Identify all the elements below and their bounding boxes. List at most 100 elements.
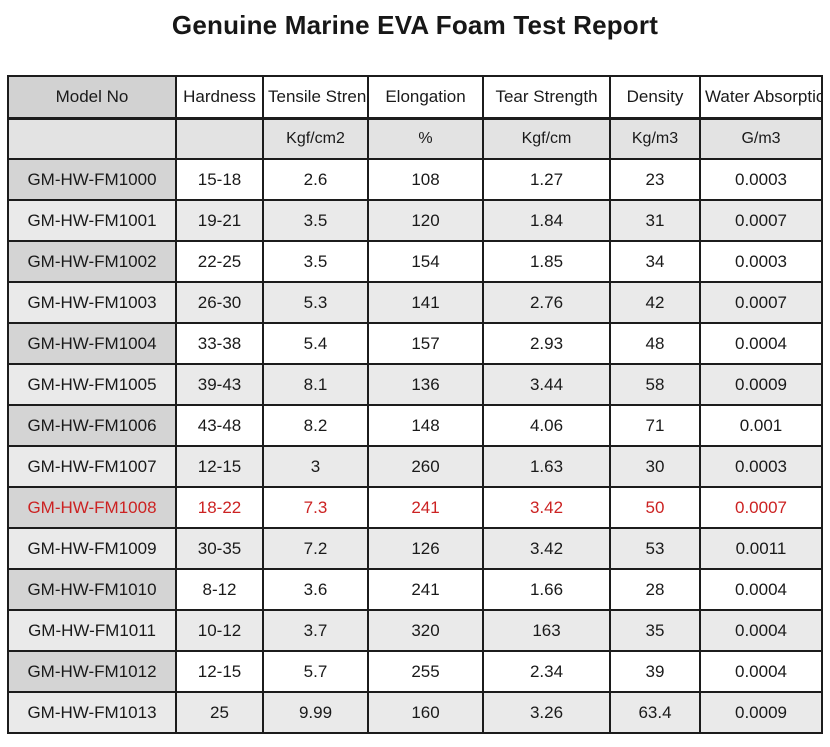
- units-row: Kgf/cm2 % Kgf/cm Kg/m3 G/m3: [7, 117, 823, 160]
- value-cell: 0.0009: [699, 363, 823, 406]
- table-body: GM-HW-FM1000 15-18 2.6 108 1.27 23 0.0003 GM-HW…: [7, 158, 823, 734]
- value-cell: 2.6: [262, 158, 369, 201]
- value-cell: 18-22: [175, 486, 264, 529]
- table-row: GM-HW-FM1008 18-22 7.3 241 3.42 50 0.0007: [7, 486, 823, 529]
- column-header-density: Density: [609, 75, 701, 120]
- column-header-model-no: Model No: [7, 75, 177, 120]
- value-cell: 2.34: [482, 650, 611, 693]
- value-cell: 28: [609, 568, 701, 611]
- value-cell: 1.85: [482, 240, 611, 283]
- unit-cell-tensile-strength: Kgf/cm2: [262, 117, 369, 160]
- model-no-cell: GM-HW-FM1013: [7, 691, 177, 734]
- table-row: GM-HW-FM1010 8-12 3.6 241 1.66 28 0.0004: [7, 568, 823, 611]
- value-cell: 10-12: [175, 609, 264, 652]
- column-header-water-absorption: Water Absorption: [699, 75, 823, 120]
- value-cell: 0.0007: [699, 281, 823, 324]
- value-cell: 71: [609, 404, 701, 447]
- value-cell: 2.76: [482, 281, 611, 324]
- value-cell: 9.99: [262, 691, 369, 734]
- value-cell: 8-12: [175, 568, 264, 611]
- value-cell: 0.0003: [699, 158, 823, 201]
- value-cell: 22-25: [175, 240, 264, 283]
- value-cell: 50: [609, 486, 701, 529]
- value-cell: 0.0004: [699, 322, 823, 365]
- value-cell: 63.4: [609, 691, 701, 734]
- column-header-hardness: Hardness: [175, 75, 264, 120]
- value-cell: 120: [367, 199, 484, 242]
- value-cell: 31: [609, 199, 701, 242]
- value-cell: 0.0004: [699, 568, 823, 611]
- value-cell: 3.42: [482, 486, 611, 529]
- column-header-tensile-strength: Tensile Strength: [262, 75, 369, 120]
- table-row: GM-HW-FM1006 43-48 8.2 148 4.06 71 0.001: [7, 404, 823, 447]
- table-row: GM-HW-FM1001 19-21 3.5 120 1.84 31 0.0007: [7, 199, 823, 242]
- unit-cell-water-absorption: G/m3: [699, 117, 823, 160]
- value-cell: 12-15: [175, 445, 264, 488]
- column-header-tear-strength: Tear Strength: [482, 75, 611, 120]
- value-cell: 34: [609, 240, 701, 283]
- table-row: GM-HW-FM1013 25 9.99 160 3.26 63.4 0.0009: [7, 691, 823, 734]
- model-no-cell: GM-HW-FM1007: [7, 445, 177, 488]
- table-row: GM-HW-FM1012 12-15 5.7 255 2.34 39 0.0004: [7, 650, 823, 693]
- value-cell: 255: [367, 650, 484, 693]
- table-row: GM-HW-FM1011 10-12 3.7 320 163 35 0.0004: [7, 609, 823, 652]
- value-cell: 163: [482, 609, 611, 652]
- model-no-cell: GM-HW-FM1006: [7, 404, 177, 447]
- value-cell: 126: [367, 527, 484, 570]
- value-cell: 0.0003: [699, 445, 823, 488]
- value-cell: 35: [609, 609, 701, 652]
- value-cell: 42: [609, 281, 701, 324]
- value-cell: 25: [175, 691, 264, 734]
- model-no-cell: GM-HW-FM1001: [7, 199, 177, 242]
- value-cell: 1.84: [482, 199, 611, 242]
- model-no-cell: GM-HW-FM1009: [7, 527, 177, 570]
- model-no-cell: GM-HW-FM1004: [7, 322, 177, 365]
- value-cell: 30: [609, 445, 701, 488]
- model-no-cell: GM-HW-FM1000: [7, 158, 177, 201]
- value-cell: 53: [609, 527, 701, 570]
- unit-cell-density: Kg/m3: [609, 117, 701, 160]
- value-cell: 19-21: [175, 199, 264, 242]
- column-header-label: Model No: [55, 87, 129, 107]
- table-row: GM-HW-FM1009 30-35 7.2 126 3.42 53 0.0011: [7, 527, 823, 570]
- value-cell: 0.0004: [699, 609, 823, 652]
- value-cell: 3.6: [262, 568, 369, 611]
- model-no-cell: GM-HW-FM1003: [7, 281, 177, 324]
- column-header-label: Elongation: [385, 87, 466, 107]
- value-cell: 30-35: [175, 527, 264, 570]
- model-no-cell: GM-HW-FM1008: [7, 486, 177, 529]
- value-cell: 0.001: [699, 404, 823, 447]
- value-cell: 3: [262, 445, 369, 488]
- unit-cell-model-no: [7, 117, 177, 160]
- value-cell: 160: [367, 691, 484, 734]
- value-cell: 3.5: [262, 240, 369, 283]
- value-cell: 141: [367, 281, 484, 324]
- value-cell: 26-30: [175, 281, 264, 324]
- model-no-cell: GM-HW-FM1010: [7, 568, 177, 611]
- value-cell: 1.27: [482, 158, 611, 201]
- unit-cell-hardness: [175, 117, 264, 160]
- column-header-label: Tear Strength: [495, 87, 598, 107]
- value-cell: 148: [367, 404, 484, 447]
- table-row: GM-HW-FM1004 33-38 5.4 157 2.93 48 0.0004: [7, 322, 823, 365]
- value-cell: 8.1: [262, 363, 369, 406]
- table-row: GM-HW-FM1002 22-25 3.5 154 1.85 34 0.0003: [7, 240, 823, 283]
- value-cell: 5.4: [262, 322, 369, 365]
- value-cell: 1.66: [482, 568, 611, 611]
- model-no-cell: GM-HW-FM1005: [7, 363, 177, 406]
- value-cell: 33-38: [175, 322, 264, 365]
- value-cell: 7.3: [262, 486, 369, 529]
- value-cell: 39: [609, 650, 701, 693]
- model-no-cell: GM-HW-FM1012: [7, 650, 177, 693]
- value-cell: 1.63: [482, 445, 611, 488]
- column-header-label: Hardness: [183, 87, 256, 107]
- test-report-table: Model No Hardness Tensile Strength Elong…: [7, 75, 823, 734]
- value-cell: 7.2: [262, 527, 369, 570]
- value-cell: 0.0009: [699, 691, 823, 734]
- model-no-cell: GM-HW-FM1011: [7, 609, 177, 652]
- model-no-cell: GM-HW-FM1002: [7, 240, 177, 283]
- value-cell: 0.0003: [699, 240, 823, 283]
- value-cell: 0.0007: [699, 486, 823, 529]
- value-cell: 0.0011: [699, 527, 823, 570]
